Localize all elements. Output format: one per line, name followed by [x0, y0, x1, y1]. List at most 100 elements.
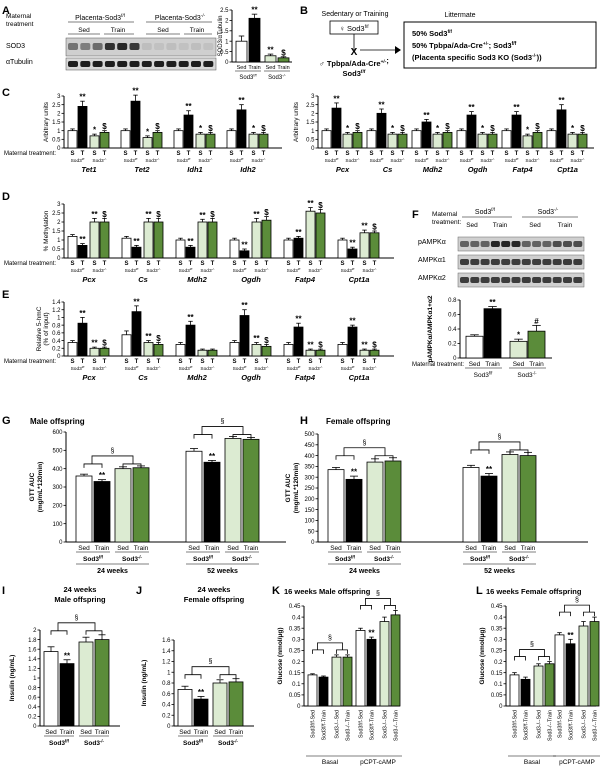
bracket — [538, 656, 550, 661]
label-base: Sod3 — [92, 158, 104, 164]
gene-label: Ogdh — [468, 165, 488, 174]
x-tick-label: T — [491, 151, 495, 157]
blot-row-label: pAMPKα — [418, 239, 446, 246]
x-tick-label: S — [308, 359, 312, 365]
genotype-label: Sod3f/f — [341, 365, 355, 372]
genotype-label: Sod3-/- — [435, 157, 449, 164]
label-base: Sod3 — [341, 268, 353, 274]
bar — [207, 221, 218, 259]
y-tick-label: 0.5 — [306, 138, 315, 144]
panel-label-A: A — [2, 5, 10, 17]
bar — [305, 210, 316, 259]
genotype-label: Sod3-/- — [218, 738, 238, 747]
bar — [229, 342, 240, 357]
significance-mark: ** — [351, 468, 358, 477]
bar — [94, 639, 110, 727]
x-tick-label: T — [103, 151, 107, 157]
x-tick-label: T — [103, 359, 107, 365]
y-tick-label: 2.5 — [220, 8, 229, 14]
bar — [67, 130, 78, 149]
y-tick-label: 2 — [225, 19, 229, 25]
significance-mark: $ — [445, 122, 450, 131]
blot-band — [178, 61, 189, 67]
y-tick-label: 0.25 — [491, 649, 503, 655]
significance-mark: * — [146, 127, 150, 136]
gene-label: Cpt1a — [557, 165, 578, 174]
blot-band — [129, 43, 140, 50]
significance-mark: $ — [261, 124, 266, 133]
label-base: Sod3 — [92, 268, 104, 274]
label-sup: -/- — [104, 157, 107, 161]
x-tick-label: S — [123, 151, 127, 157]
y-axis-label: Relative 5-hmC — [36, 306, 43, 351]
y-tick-label: 0.8 — [52, 323, 61, 329]
x-tick-label: S — [369, 151, 373, 157]
label-sup: f/f — [512, 41, 517, 47]
blot-label: treatment: — [432, 219, 461, 226]
y-tick-label: 0.35 — [289, 626, 301, 632]
bar — [379, 621, 390, 707]
significance-mark: ** — [378, 101, 385, 110]
significance-mark: $ — [318, 201, 323, 210]
x-tick-label: T — [81, 151, 85, 157]
bar — [59, 663, 75, 727]
significance-mark: * — [346, 124, 350, 133]
blot-band — [203, 43, 214, 50]
y-tick-label: 2 — [311, 112, 315, 118]
y-tick-label: 0.6 — [162, 692, 171, 698]
blot-band — [511, 241, 521, 247]
chart-title: 16 weeks Male offspring — [284, 587, 371, 596]
blot-band — [68, 61, 78, 67]
x-tick-label: Sed — [117, 545, 129, 552]
scheme-arrowhead — [395, 46, 401, 54]
bar — [556, 109, 567, 149]
y-tick-label: 0 — [225, 60, 229, 66]
bar — [421, 121, 432, 149]
y-tick-label: 100 — [304, 519, 315, 525]
significance-mark: * — [252, 124, 256, 133]
y-axis-label: Arbitrary units — [43, 101, 50, 142]
blot-membrane — [65, 57, 217, 71]
genotype-label: Sod3-/- — [92, 365, 106, 372]
panel-label-F: F — [412, 209, 419, 221]
bracket — [360, 605, 372, 610]
blot-group-label: Train — [493, 222, 508, 229]
bar — [442, 131, 453, 149]
genotype-label: Sod3f/f — [125, 267, 139, 274]
significance-mark: ** — [99, 471, 106, 480]
label-base: Sod3 — [370, 158, 382, 164]
label-sup: -/- — [374, 267, 377, 271]
label-base: Sod3 — [198, 158, 210, 164]
x-tick-label: S — [435, 151, 439, 157]
genotype-label: Sod3f/f — [470, 554, 490, 563]
x-tick-label: T — [134, 151, 138, 157]
x-tick-label: S — [251, 151, 255, 157]
significance-bracket: § — [111, 448, 115, 455]
y-tick-label: 1.5 — [306, 120, 315, 126]
y-tick-label: 0.1 — [292, 682, 301, 688]
significance-mark: ** — [198, 688, 205, 697]
bracket — [219, 674, 237, 679]
x-tick-label: S — [254, 261, 258, 267]
bar — [509, 674, 520, 707]
x-tick-label: Sed — [465, 545, 477, 552]
y-axis-label: (mg/mL*120min) — [37, 462, 44, 513]
label-base: Sod3 — [146, 268, 158, 274]
label-sup: f/f — [190, 267, 193, 271]
significance-mark: $ — [281, 48, 286, 57]
bar — [466, 114, 477, 149]
blot-group-label: Sed — [466, 222, 478, 229]
label-base: Sod3 — [362, 268, 374, 274]
label-sup: -/- — [263, 157, 266, 161]
y-tick-label: 500 — [304, 432, 315, 438]
bar — [315, 349, 326, 357]
label-base: Sod3 — [415, 158, 427, 164]
x-tick-label: S — [286, 261, 290, 267]
x-tick-label: Sed — [179, 729, 191, 736]
blot-group-label: Train — [558, 222, 573, 229]
bar — [152, 131, 163, 149]
blot-band — [490, 277, 500, 283]
y-tick-label: 2 — [57, 112, 61, 118]
y-tick-label: 0.3 — [292, 638, 301, 644]
x-tick-label: Sed — [188, 545, 200, 552]
